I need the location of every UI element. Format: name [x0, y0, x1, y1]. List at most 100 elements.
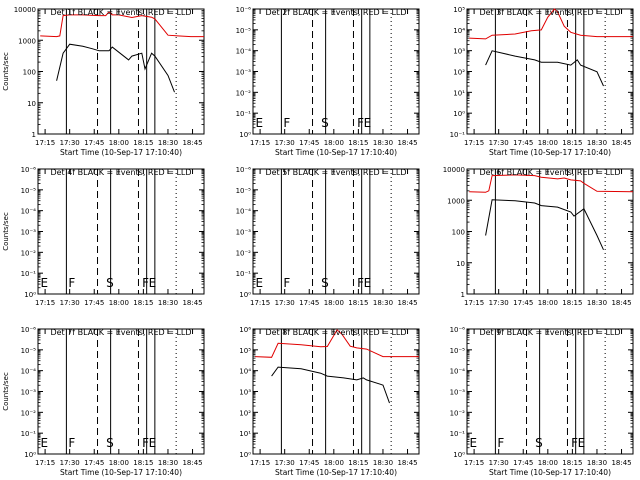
x-tick-label: 18:00: [538, 139, 558, 147]
x-tick-label: 18:15: [133, 459, 153, 467]
y-tick-label: 10⁻⁶: [236, 6, 252, 14]
marker-label: F: [142, 276, 149, 290]
y-tick-label: 1: [32, 131, 36, 139]
x-tick-label: 18:00: [109, 459, 129, 467]
y-tick-label: 1000: [18, 37, 36, 45]
y-tick-label: 10⁻⁵: [450, 347, 466, 355]
x-tick-label: 18:30: [158, 139, 178, 147]
plot-frame: [252, 8, 420, 135]
y-tick-label: 10⁻¹: [21, 270, 37, 278]
marker-label: F: [68, 276, 75, 290]
plot-frame: [466, 168, 634, 295]
panel-det-6: 1 10 100 1000 10000 17:15 17:30 17:45 18:00 18:15…: [443, 166, 634, 307]
y-tick-label: 10⁻⁴: [21, 208, 37, 216]
panel-det-2: 10⁰ 10⁻¹ 10⁻² 10⁻³ 10⁻⁴ 10⁻⁵ 10⁻⁶ 17:15 17:30 17:…: [236, 6, 420, 157]
x-tick-label: 17:30: [275, 139, 295, 147]
x-tick-label: 17:45: [299, 459, 319, 467]
y-tick-label: 10⁰: [239, 291, 251, 299]
y-tick-label: 10⁻³: [236, 229, 252, 237]
y-tick-label: 10⁻⁴: [450, 368, 466, 376]
y-tick-label: 10⁻¹: [236, 110, 252, 118]
x-tick-label: 18:15: [562, 299, 582, 307]
marker-label: S: [106, 436, 114, 450]
y-tick-label: 1: [461, 291, 465, 299]
marker-label: E: [256, 116, 264, 130]
y-tick-label: 10²: [239, 409, 251, 417]
x-tick-label: 17:45: [299, 139, 319, 147]
marker-label: E: [256, 276, 264, 290]
marker-label: F: [571, 436, 578, 450]
x-tick-label: 18:00: [538, 459, 558, 467]
x-tick-label: 17:15: [250, 459, 270, 467]
plot-frame: [466, 8, 634, 135]
marker-label: F: [357, 276, 364, 290]
x-tick-label: 18:30: [158, 299, 178, 307]
y-tick-label: 10⁻⁶: [21, 326, 37, 334]
panel-title: Det 7f BLACK = Events, RED = LLD: [50, 328, 191, 337]
x-tick-label: 18:15: [348, 139, 368, 147]
y-tick-label: 10⁻⁴: [21, 368, 37, 376]
marker-label: S: [321, 276, 329, 290]
x-axis-label: Start Time (10-Sep-17 17:10:40): [60, 148, 182, 157]
x-tick-label: 17:30: [60, 459, 80, 467]
marker-label: F: [283, 276, 290, 290]
y-tick-label: 10²: [453, 69, 465, 77]
marker-label: S: [321, 116, 329, 130]
y-tick-label: 10⁻²: [450, 409, 466, 417]
marker-label: F: [497, 436, 504, 450]
marker-label: E: [470, 436, 478, 450]
y-tick-label: 10⁰: [453, 110, 465, 118]
y-tick-label: 10000: [443, 166, 465, 174]
x-tick-label: 18:00: [324, 459, 344, 467]
x-tick-label: 18:00: [109, 299, 129, 307]
x-tick-label: 17:15: [250, 139, 270, 147]
y-tick-label: 10⁻³: [21, 229, 37, 237]
plot-frame: [37, 168, 205, 295]
y-tick-label: 10⁻⁶: [236, 166, 252, 174]
x-tick-label: 18:45: [397, 459, 417, 467]
x-tick-label: 17:30: [275, 299, 295, 307]
y-tick-label: 10000: [14, 6, 36, 14]
y-tick-label: 10⁻³: [236, 69, 252, 77]
series-black: [56, 43, 175, 93]
y-tick-label: 10⁻⁶: [21, 166, 37, 174]
x-tick-label: 18:45: [182, 139, 202, 147]
x-axis-label: Start Time (10-Sep-17 17:10:40): [275, 468, 397, 477]
panel-title: Det 9f BLACK = Events, RED = LLD: [479, 328, 620, 337]
y-tick-label: 10⁻¹: [21, 430, 37, 438]
x-tick-label: 18:15: [562, 139, 582, 147]
x-tick-label: 18:30: [587, 459, 607, 467]
x-tick-label: 18:15: [562, 459, 582, 467]
marker-label: E: [149, 436, 157, 450]
x-tick-label: 18:45: [611, 459, 631, 467]
x-tick-label: 17:15: [250, 299, 270, 307]
y-tick-label: 10³: [453, 48, 465, 56]
x-tick-label: 18:45: [182, 459, 202, 467]
panel-det-1: 1 10 100 1000 10000 17:15 17:30 17:45 18:00 18:15…: [2, 6, 205, 157]
x-tick-label: 17:15: [35, 139, 55, 147]
x-tick-label: 17:45: [84, 139, 104, 147]
y-axis-label: Counts/sec: [2, 372, 10, 411]
panel-det-9: 10⁰ 10⁻¹ 10⁻² 10⁻³ 10⁻⁴ 10⁻⁵ 10⁻⁶ 17:15 17:30 17:…: [450, 326, 634, 477]
y-tick-label: 10⁻¹: [450, 430, 466, 438]
x-tick-label: 17:45: [84, 299, 104, 307]
series-red: [40, 11, 204, 38]
y-tick-label: 10¹: [453, 89, 465, 97]
y-axis-label: Counts/sec: [2, 52, 10, 91]
y-tick-label: 10⁰: [24, 451, 36, 459]
y-tick-label: 100: [23, 69, 36, 77]
y-tick-label: 10⁻²: [236, 89, 252, 97]
panel-title: Det 2f BLACK = Events, RED = LLD: [265, 8, 406, 17]
marker-label: E: [364, 116, 372, 130]
x-tick-label: 17:45: [299, 299, 319, 307]
x-tick-label: 17:30: [489, 459, 509, 467]
y-tick-label: 10⁻¹: [450, 131, 466, 139]
y-tick-label: 100: [452, 229, 465, 237]
plot-frame: [37, 328, 205, 455]
x-axis-label: Start Time (10-Sep-17 17:10:40): [275, 148, 397, 157]
x-tick-label: 18:45: [397, 139, 417, 147]
plot-frame: [252, 328, 420, 455]
panel-title: Det 4f BLACK = Events, RED = LLD: [50, 168, 191, 177]
x-tick-label: 17:30: [489, 139, 509, 147]
plot-frame: [37, 8, 205, 135]
